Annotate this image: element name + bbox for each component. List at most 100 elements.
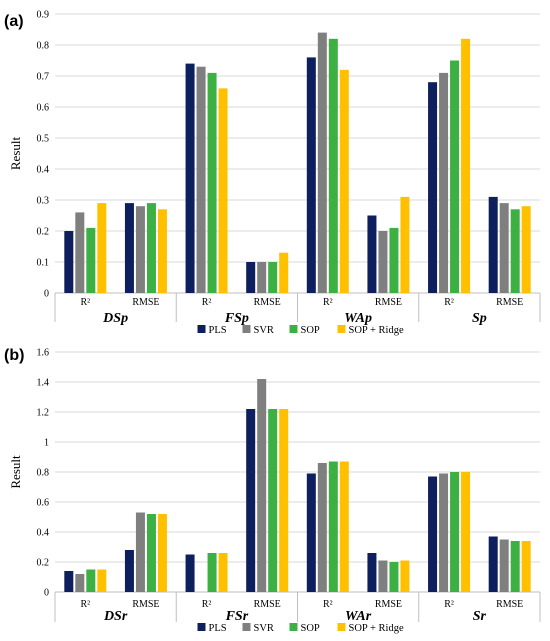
x-group-label: Sr — [473, 609, 487, 624]
x-category-label: R² — [323, 297, 333, 308]
x-group-label: WAp — [344, 311, 372, 326]
bar-sop-ridge — [218, 88, 228, 294]
bar-sop — [207, 72, 217, 294]
bar-pls — [306, 473, 316, 592]
legend-swatch — [337, 623, 346, 631]
bar-svr — [317, 463, 327, 592]
x-category-label: R² — [80, 599, 90, 610]
panel-label: (b) — [4, 347, 24, 364]
bar-pls — [488, 536, 498, 592]
x-group-label: DSp — [102, 311, 128, 326]
legend-swatch — [197, 623, 206, 631]
bar-sop-ridge — [157, 209, 167, 293]
y-tick-label: 0 — [44, 588, 49, 599]
y-tick-label: 0.8 — [37, 468, 50, 479]
bar-sop-ridge — [400, 196, 410, 293]
bar-pls — [306, 57, 316, 294]
bar-sop-ridge — [339, 461, 349, 592]
y-tick-label: 0.9 — [37, 10, 50, 21]
bar-sop — [510, 209, 520, 293]
bar-svr — [257, 379, 267, 592]
legend-swatch — [242, 623, 251, 631]
y-axis-label: Result — [8, 137, 23, 171]
bar-sop — [268, 409, 278, 592]
y-tick-label: 0.4 — [37, 528, 50, 539]
bar-sop — [389, 227, 399, 293]
bar-pls — [64, 571, 74, 592]
bar-sop — [450, 472, 460, 592]
x-category-label: R² — [202, 599, 212, 610]
bar-svr — [499, 539, 509, 592]
bar-svr — [439, 72, 449, 294]
bar-svr — [135, 206, 145, 293]
bar-svr — [75, 212, 85, 293]
x-category-label: R² — [323, 599, 333, 610]
legend-swatch — [289, 325, 298, 333]
bar-sop-ridge — [461, 472, 471, 592]
bar-svr — [378, 231, 388, 293]
legend-label: SVR — [254, 325, 274, 336]
bar-sop-ridge — [521, 206, 531, 293]
x-group-label: WAr — [345, 609, 372, 624]
legend-swatch — [197, 325, 206, 333]
bar-sop — [328, 38, 338, 293]
bar-pls — [124, 203, 134, 293]
y-tick-label: 0.4 — [37, 165, 50, 176]
legend-label: SOP + Ridge — [349, 623, 404, 634]
y-tick-label: 1.6 — [37, 348, 50, 359]
bar-sop — [86, 569, 96, 592]
y-tick-label: 0.5 — [37, 134, 50, 145]
x-group-label: DSr — [103, 609, 128, 624]
bar-pls — [488, 196, 498, 293]
bar-sop — [328, 461, 338, 592]
bar-pls — [246, 262, 256, 293]
bar-pls — [367, 215, 377, 293]
bar-sop — [510, 541, 520, 592]
y-tick-label: 1 — [44, 438, 49, 449]
bar-sop-ridge — [97, 569, 107, 592]
legend-label: SOP — [301, 623, 320, 634]
bar-pls — [124, 550, 134, 592]
bar-svr — [196, 66, 206, 293]
x-category-label: RMSE — [132, 599, 159, 610]
bar-sop-ridge — [279, 409, 289, 592]
bar-sop — [146, 203, 156, 293]
x-group-label: FSp — [224, 311, 249, 326]
bar-svr — [75, 574, 85, 592]
x-category-label: R² — [444, 599, 454, 610]
bar-sop — [450, 60, 460, 293]
y-tick-label: 0.2 — [37, 558, 50, 569]
y-tick-label: 0 — [44, 289, 49, 300]
bar-sop-ridge — [400, 560, 410, 592]
bar-svr — [439, 473, 449, 592]
y-tick-label: 0.1 — [37, 258, 50, 269]
bar-pls — [185, 554, 195, 592]
bar-svr — [135, 512, 145, 592]
bar-sop-ridge — [279, 252, 289, 293]
bar-sop-ridge — [97, 203, 107, 293]
panel-label: (a) — [4, 13, 24, 30]
x-group-label: FSr — [225, 609, 249, 624]
bar-sop-ridge — [461, 38, 471, 293]
y-tick-label: 0.8 — [37, 41, 50, 52]
legend-label: SVR — [254, 623, 274, 634]
legend-label: SOP — [301, 325, 320, 336]
bar-pls — [246, 409, 256, 592]
y-tick-label: 1.2 — [37, 408, 50, 419]
bar-pls — [428, 82, 438, 293]
x-category-label: R² — [444, 297, 454, 308]
bar-svr — [499, 203, 509, 293]
bar-sop — [207, 553, 217, 592]
legend-label: PLS — [209, 623, 227, 634]
bar-pls — [428, 476, 438, 592]
x-category-label: RMSE — [496, 599, 523, 610]
legend-swatch — [289, 623, 298, 631]
x-category-label: RMSE — [254, 599, 281, 610]
bar-sop — [146, 514, 156, 592]
bar-sop-ridge — [218, 553, 228, 592]
bar-sop-ridge — [521, 541, 531, 592]
x-group-label: Sp — [472, 311, 487, 326]
bar-sop-ridge — [339, 69, 349, 293]
x-category-label: R² — [202, 297, 212, 308]
